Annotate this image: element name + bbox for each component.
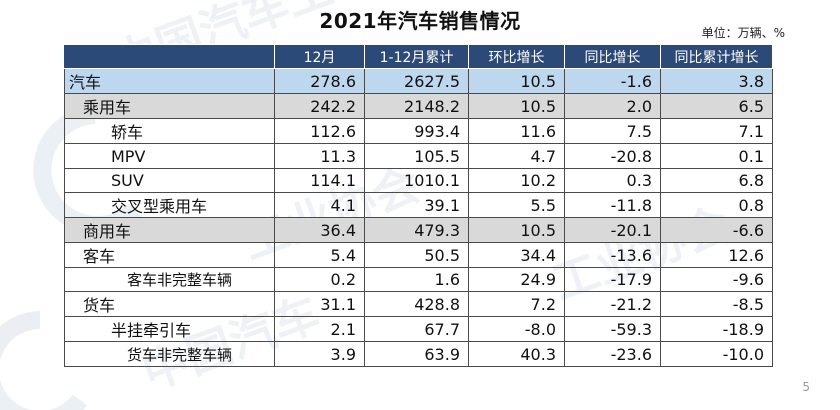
table-cell: -10.0 — [660, 341, 773, 367]
row-label: 乘用车 — [64, 93, 275, 120]
table-cell: 10.5 — [468, 93, 565, 120]
row-label: 交叉型乘用车 — [64, 192, 275, 219]
table-row: 交叉型乘用车 4.1 39.1 5.5 -11.8 0.8 — [64, 192, 773, 219]
column-header: 12月 — [274, 43, 365, 70]
table-row: SUV 114.1 1010.1 10.2 0.3 6.8 — [64, 167, 773, 194]
table-cell: 11.3 — [274, 143, 365, 169]
table-cell: 36.4 — [274, 217, 365, 244]
table-cell: -20.1 — [564, 217, 661, 244]
table-cell: 10.2 — [468, 167, 565, 194]
table-cell: 0.1 — [660, 143, 773, 169]
table-cell: -11.8 — [564, 192, 661, 219]
table-cell: -23.6 — [564, 341, 661, 367]
table-cell: 63.9 — [364, 341, 469, 367]
table-cell: -20.8 — [564, 143, 661, 169]
table-header-row: 12月 1-12月累计 环比增长 同比增长 同比累计增长 — [64, 43, 773, 70]
table-row: 乘用车 242.2 2148.2 10.5 2.0 6.5 — [64, 93, 773, 120]
table-cell: 2.1 — [274, 316, 365, 343]
table-cell: -17.9 — [564, 267, 661, 293]
table-body: 汽车 278.6 2627.5 10.5 -1.6 3.8 乘用车 242.2 2148.2 10… — [64, 68, 773, 367]
table-cell: 10.5 — [468, 68, 565, 95]
row-label: 半挂牵引车 — [64, 316, 275, 343]
table-cell: 242.2 — [274, 93, 365, 120]
table-cell: -9.6 — [660, 267, 773, 293]
table-cell: -1.6 — [564, 68, 661, 95]
column-header: 1-12月累计 — [364, 43, 469, 70]
table-cell: 50.5 — [364, 242, 469, 269]
table-cell: -6.6 — [660, 217, 773, 244]
table-cell: 67.7 — [364, 316, 469, 343]
table-row: 客车非完整车辆 0.2 1.6 24.9 -17.9 -9.6 — [64, 267, 773, 293]
table-cell: 34.4 — [468, 242, 565, 269]
table-cell: -13.6 — [564, 242, 661, 269]
table-cell: 1.6 — [364, 267, 469, 293]
table-cell: 993.4 — [364, 118, 469, 145]
table-row: 汽车 278.6 2627.5 10.5 -1.6 3.8 — [64, 68, 773, 95]
row-label: SUV — [64, 167, 275, 194]
table-cell: 105.5 — [364, 143, 469, 169]
row-label: 轿车 — [64, 118, 275, 145]
column-header: 同比累计增长 — [660, 43, 773, 70]
table-cell: 0.8 — [660, 192, 773, 219]
table-cell: 7.5 — [564, 118, 661, 145]
table-cell: -8.5 — [660, 291, 773, 318]
table-cell: 278.6 — [274, 68, 365, 95]
table-cell: 6.8 — [660, 167, 773, 194]
table-row: 货车非完整车辆 3.9 63.9 40.3 -23.6 -10.0 — [64, 341, 773, 367]
table-cell: 4.1 — [274, 192, 365, 219]
table-cell: 39.1 — [364, 192, 469, 219]
table-cell: -8.0 — [468, 316, 565, 343]
table-cell: 1010.1 — [364, 167, 469, 194]
table-cell: 114.1 — [274, 167, 365, 194]
table-cell: 112.6 — [274, 118, 365, 145]
table-row: 商用车 36.4 479.3 10.5 -20.1 -6.6 — [64, 217, 773, 244]
table-cell: 4.7 — [468, 143, 565, 169]
header-corner — [64, 43, 275, 70]
page-number: 5 — [802, 380, 810, 394]
table-cell: 5.4 — [274, 242, 365, 269]
table-cell: 0.3 — [564, 167, 661, 194]
table-cell: 428.8 — [364, 291, 469, 318]
table-cell: 2.0 — [564, 93, 661, 120]
table-cell: 2627.5 — [364, 68, 469, 95]
table-cell: 24.9 — [468, 267, 565, 293]
table-cell: 3.9 — [274, 341, 365, 367]
sales-table: 12月 1-12月累计 环比增长 同比增长 同比累计增长 汽车 278.6 2627.5 10… — [64, 43, 773, 367]
table-cell: 0.2 — [274, 267, 365, 293]
table-cell: 2148.2 — [364, 93, 469, 120]
table-cell: 479.3 — [364, 217, 469, 244]
table-row: MPV 11.3 105.5 4.7 -20.8 0.1 — [64, 143, 773, 169]
table-cell: 5.5 — [468, 192, 565, 219]
row-label: 客车非完整车辆 — [64, 267, 275, 293]
table-cell: -59.3 — [564, 316, 661, 343]
table-cell: 7.1 — [660, 118, 773, 145]
table-cell: 40.3 — [468, 341, 565, 367]
table-cell: 12.6 — [660, 242, 773, 269]
column-header: 同比增长 — [564, 43, 661, 70]
table-cell: 31.1 — [274, 291, 365, 318]
table-cell: 11.6 — [468, 118, 565, 145]
unit-label: 单位：万辆、% — [701, 26, 785, 40]
table-cell: -18.9 — [660, 316, 773, 343]
table-cell: 3.8 — [660, 68, 773, 95]
row-label: 货车 — [64, 291, 275, 318]
row-label: 商用车 — [64, 217, 275, 244]
table-row: 货车 31.1 428.8 7.2 -21.2 -8.5 — [64, 291, 773, 318]
table-row: 半挂牵引车 2.1 67.7 -8.0 -59.3 -18.9 — [64, 316, 773, 343]
row-label: 货车非完整车辆 — [64, 341, 275, 367]
page-title: 2021年汽车销售情况 — [319, 9, 521, 33]
row-label: MPV — [64, 143, 275, 169]
table-row: 客车 5.4 50.5 34.4 -13.6 12.6 — [64, 242, 773, 269]
table-row: 轿车 112.6 993.4 11.6 7.5 7.1 — [64, 118, 773, 145]
row-label: 汽车 — [64, 68, 275, 95]
table-cell: 10.5 — [468, 217, 565, 244]
row-label: 客车 — [64, 242, 275, 269]
column-header: 环比增长 — [468, 43, 565, 70]
table-cell: 6.5 — [660, 93, 773, 120]
table-cell: -21.2 — [564, 291, 661, 318]
table-cell: 7.2 — [468, 291, 565, 318]
